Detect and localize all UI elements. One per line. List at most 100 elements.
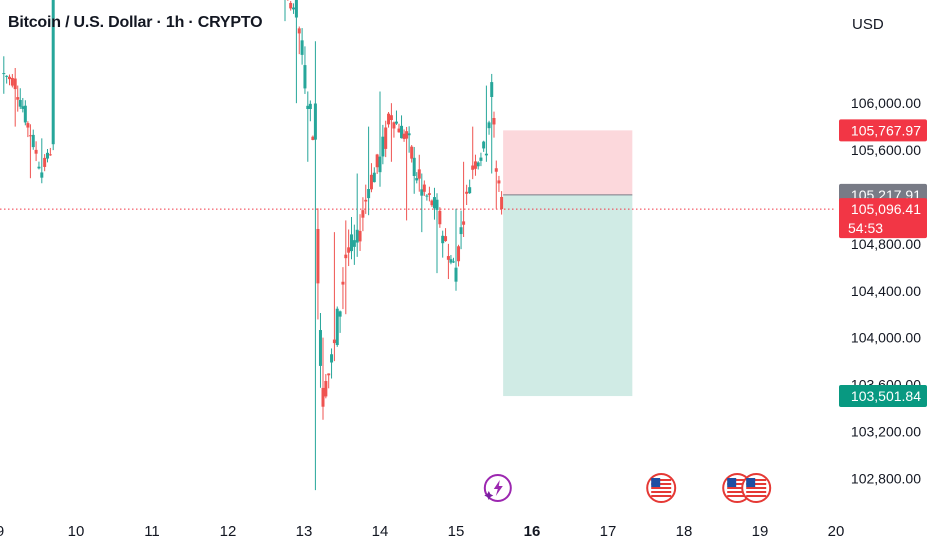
candle-body bbox=[378, 156, 382, 173]
time-tick-label: 12 bbox=[220, 523, 237, 540]
candle-body bbox=[361, 210, 365, 218]
candle-body bbox=[313, 103, 317, 140]
price-tick-label: 106,000.00 bbox=[851, 95, 921, 111]
bar-countdown: 54:53 bbox=[848, 220, 883, 236]
candle-body bbox=[37, 166, 41, 169]
candle-body bbox=[444, 236, 448, 242]
time-tick-label: 18 bbox=[676, 523, 693, 540]
us-flag-icon[interactable] bbox=[646, 473, 677, 503]
time-tick-label: 14 bbox=[372, 523, 389, 540]
lightning-icon[interactable] bbox=[483, 474, 512, 502]
price-tick-label: 103,200.00 bbox=[851, 423, 921, 439]
candle-body bbox=[415, 178, 419, 181]
candle-body bbox=[289, 2, 293, 9]
candle-body bbox=[490, 82, 494, 97]
candle-body bbox=[40, 172, 44, 178]
candle-body bbox=[465, 191, 469, 194]
price-badge-text: 105,096.41 bbox=[851, 201, 921, 217]
candle-body bbox=[459, 227, 463, 235]
candle-body bbox=[332, 339, 336, 344]
candle-body bbox=[389, 115, 393, 121]
candle-body bbox=[5, 75, 9, 77]
candles-group bbox=[0, 0, 836, 491]
currency-label[interactable]: USD bbox=[852, 16, 884, 33]
candle-body bbox=[446, 256, 450, 260]
time-tick-label: 13 bbox=[296, 523, 313, 540]
candle-body bbox=[422, 184, 426, 192]
candle-body bbox=[26, 123, 30, 128]
candle-body bbox=[8, 76, 11, 80]
candle-body bbox=[324, 380, 328, 397]
candle-body bbox=[479, 157, 483, 161]
candle-body bbox=[46, 152, 49, 159]
candle-body bbox=[355, 229, 359, 243]
price-badge-stop[interactable] bbox=[839, 119, 927, 142]
time-axis[interactable]: 9 10 11 12 13 14 15 16 17 18 19 20 bbox=[0, 523, 844, 540]
us-flag-icon[interactable] bbox=[741, 473, 772, 503]
candle-body bbox=[497, 180, 501, 184]
candle-body bbox=[28, 135, 32, 137]
candle-body bbox=[441, 235, 445, 244]
price-badge-last[interactable] bbox=[839, 198, 927, 239]
take-profit-zone[interactable] bbox=[503, 194, 633, 397]
candle-body bbox=[369, 174, 373, 190]
candle-body bbox=[484, 153, 488, 156]
candle-body bbox=[417, 169, 421, 179]
candle-body bbox=[457, 246, 461, 262]
candle-body bbox=[18, 100, 22, 107]
candle-body bbox=[412, 157, 416, 176]
candle-body bbox=[358, 230, 362, 242]
time-tick-label: 10 bbox=[68, 523, 85, 540]
candle-body bbox=[476, 162, 480, 167]
candle-body bbox=[16, 97, 20, 100]
candle-body bbox=[344, 254, 348, 259]
candle-body bbox=[468, 187, 472, 194]
price-axis[interactable]: 106,000.00 105,600.00 104,800.00 104,400.00… bbox=[839, 95, 927, 486]
candle-body bbox=[473, 161, 477, 169]
price-tick-label: 105,600.00 bbox=[851, 142, 921, 158]
candle-body bbox=[308, 103, 312, 109]
candle-body bbox=[432, 197, 436, 209]
time-tick-label: 20 bbox=[828, 523, 845, 540]
candle-body bbox=[31, 134, 35, 148]
candle-body bbox=[487, 122, 491, 129]
position-tool[interactable] bbox=[503, 130, 633, 397]
symbol-title[interactable]: Bitcoin / U.S. Dollar · 1h · CRYPTO bbox=[8, 14, 263, 31]
candle-body bbox=[430, 200, 434, 206]
candle-body bbox=[400, 125, 404, 139]
price-badge-text: 105,767.97 bbox=[851, 122, 921, 138]
candle-body bbox=[13, 78, 17, 90]
candle-body bbox=[51, 0, 55, 145]
candle-body bbox=[2, 73, 6, 75]
candle-body bbox=[330, 354, 334, 363]
candle-body bbox=[449, 259, 453, 263]
price-badge-target[interactable] bbox=[839, 385, 927, 408]
candle-body bbox=[394, 121, 398, 124]
candle-body bbox=[10, 77, 14, 86]
candle-body bbox=[438, 210, 442, 225]
time-tick-label: 15 bbox=[448, 523, 465, 540]
candle-body bbox=[420, 189, 424, 196]
events-group bbox=[483, 473, 772, 503]
candle-body bbox=[381, 136, 385, 157]
candle-body bbox=[352, 240, 356, 247]
candle-body bbox=[321, 387, 325, 407]
candle-body bbox=[338, 311, 342, 317]
stop-loss-zone[interactable] bbox=[503, 130, 633, 195]
candle-body bbox=[494, 168, 498, 172]
candle-body bbox=[327, 373, 331, 376]
candle-body bbox=[316, 228, 320, 284]
candle-body bbox=[375, 154, 379, 168]
candle-body bbox=[410, 146, 414, 159]
time-tick-label: 11 bbox=[144, 523, 160, 540]
candle-body bbox=[407, 133, 411, 136]
candle-body bbox=[21, 106, 25, 109]
candle-body bbox=[306, 105, 310, 110]
candle-body bbox=[402, 133, 406, 139]
time-tick-label: 16 bbox=[524, 523, 541, 540]
candle-body bbox=[335, 308, 339, 346]
price-tick-label: 102,800.00 bbox=[851, 470, 921, 486]
candle-body bbox=[23, 105, 27, 123]
candle-body bbox=[34, 149, 38, 154]
